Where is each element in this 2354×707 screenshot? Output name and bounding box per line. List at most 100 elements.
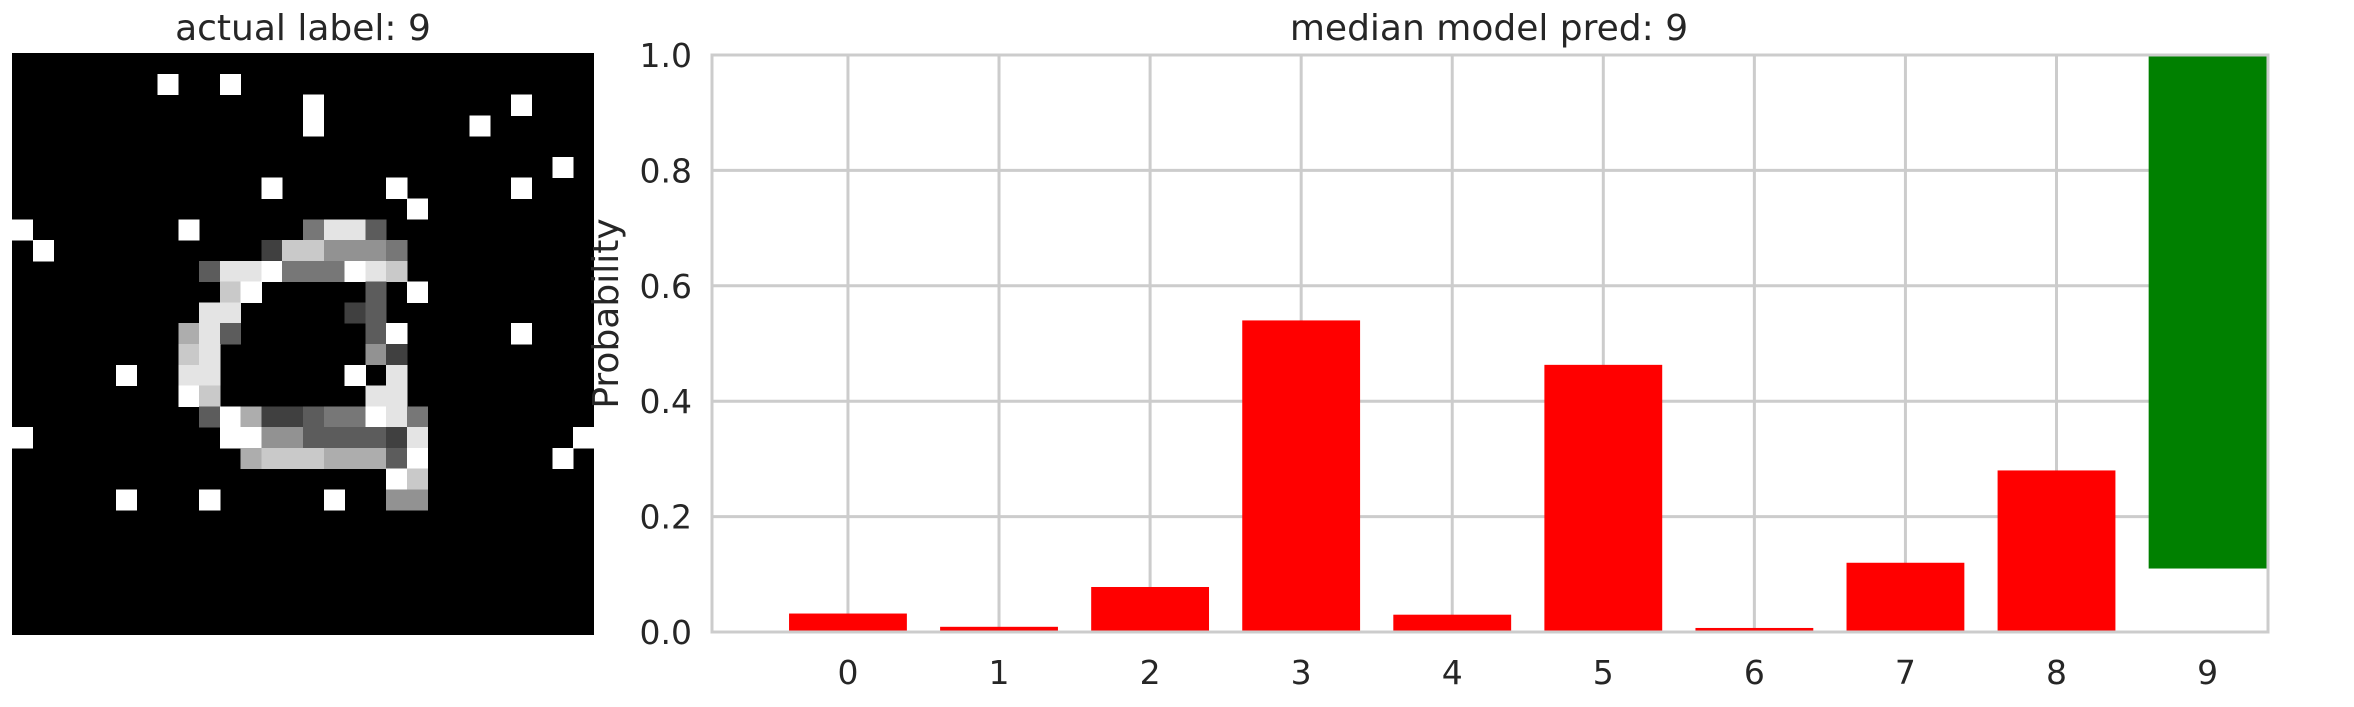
image-pixel [178,364,200,386]
bar-7 [1846,562,1965,632]
image-pixel [552,156,574,179]
image-pixel [282,447,304,470]
image-pixel [261,447,283,470]
bar-1 [940,626,1058,632]
image-pixel [406,489,429,511]
image-pixel [365,323,387,345]
image-pixel [261,260,283,283]
image-pixel [178,219,200,241]
image-pixel [303,94,325,116]
image-pixel [510,177,533,199]
image-pixel [303,406,325,428]
image-pixel [365,406,387,428]
bar-6 [1695,627,1814,632]
image-pixel [303,115,325,137]
image-pixel [303,219,325,241]
tick-labels: 0.0 0.2 0.4 0.6 0.8 1.0 0 1 2 3 4 5 6 7 8 9 [640,36,2219,692]
image-pixel [199,406,221,428]
image-pixel [282,427,304,449]
x-tick-label: 7 [1895,653,1916,692]
image-pixel [365,260,387,283]
y-tick-label: 0.4 [640,382,692,421]
image-pixel [115,489,138,511]
image-pixel [219,302,242,324]
x-tick-label: 6 [1744,653,1765,692]
image-pixel [323,240,345,262]
image-pixel [303,240,325,262]
image-background [12,53,594,635]
image-title: actual label: 9 [175,8,431,49]
image-pixel [406,447,429,470]
image-pixel [386,468,408,490]
image-pixel [344,219,366,241]
image-pixel [282,260,304,283]
image-pixel [12,219,34,241]
image-pixel [199,323,221,345]
image-pixel [406,468,429,490]
image-pixel [386,260,408,283]
image-pixel [510,94,533,116]
bar-3 [1242,320,1361,632]
image-pixel [157,73,179,95]
image-pixel [552,447,574,470]
image-pixel [303,447,325,470]
image-pixel [344,427,366,449]
image-pixel [323,219,345,241]
x-tick-label: 8 [2046,653,2067,692]
image-pixel [386,385,408,407]
image-pixel [386,489,408,511]
x-tick-label: 9 [2197,653,2218,692]
image-pixel [386,447,408,470]
image-pixel [510,323,533,345]
image-pixel [261,240,283,262]
image-pixel [344,260,366,283]
plot-frame [710,53,2270,634]
image-pixel [240,406,262,428]
image-pixel [365,385,387,407]
image-pixel [199,302,221,324]
image-pixel [178,344,200,366]
image-pixel [219,427,242,449]
bar-9 [2148,55,2267,569]
y-tick-label: 0.2 [640,498,692,537]
x-tick-label: 5 [1593,653,1614,692]
image-pixel [344,447,366,470]
y-tick-label: 1.0 [640,36,692,75]
image-pixel [365,447,387,470]
x-tick-label: 2 [1140,653,1161,692]
image-pixel [386,406,408,428]
image-pixel [323,260,345,283]
x-tick-label: 3 [1291,653,1312,692]
image-pixel [365,240,387,262]
image-pixel [365,302,387,324]
image-pixel [323,489,345,511]
image-pixel [386,364,408,386]
bar-2 [1091,586,1210,632]
image-pixel [261,406,283,428]
image-pixel [386,323,408,345]
bar-0 [789,613,907,632]
image-pixel [178,385,200,407]
image-pixel [303,427,325,449]
image-pixel [199,489,221,511]
image-pixel [199,385,221,407]
image-pixel [219,260,242,283]
image-pixel [386,240,408,262]
image-pixel [406,281,429,303]
image-pixel [219,323,242,345]
image-pixel [365,219,387,241]
bar-5 [1544,364,1663,632]
image-pixel [115,364,138,386]
image-pixel [219,73,242,95]
image-pixel [365,344,387,366]
image-pixel [282,406,304,428]
bar-4 [1393,614,1512,632]
image-pixel [323,447,345,470]
image-pixel [386,344,408,366]
image-pixel [12,427,34,449]
image-pixel [469,115,491,137]
image-pixel [240,281,262,303]
image-pixel [261,177,283,199]
x-tick-label: 1 [989,653,1010,692]
